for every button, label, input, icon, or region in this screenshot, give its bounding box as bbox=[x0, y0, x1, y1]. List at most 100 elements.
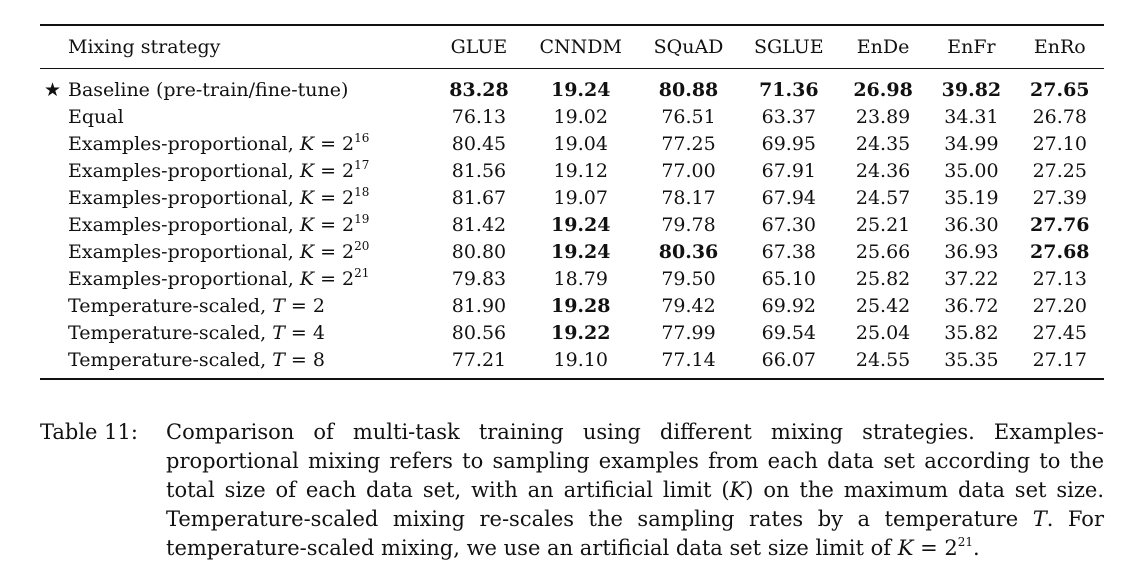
table-cell: 27.13 bbox=[1032, 268, 1087, 290]
table-cell: 36.93 bbox=[944, 241, 999, 263]
table-cell: 71.36 bbox=[759, 79, 819, 101]
table-cell: 23.89 bbox=[855, 106, 911, 128]
row-label: Examples-proportional, K = 218 bbox=[68, 184, 370, 209]
table-cell: 27.10 bbox=[1032, 133, 1087, 155]
table-cell: 80.56 bbox=[451, 322, 507, 344]
table-cell: 27.17 bbox=[1032, 349, 1087, 371]
table-row: Examples-proportional, K = 218 81.67 19.07… bbox=[40, 185, 1104, 212]
table-cell: 35.82 bbox=[944, 322, 999, 344]
table-caption: Table 11: Comparison of multi-task train… bbox=[40, 418, 1104, 563]
table-cell: 65.10 bbox=[761, 268, 817, 290]
row-label: Examples-proportional, K = 221 bbox=[68, 265, 370, 290]
table-cell: 79.83 bbox=[451, 268, 507, 290]
table-row: Temperature-scaled, T = 4 80.56 19.22 77.99… bbox=[40, 320, 1104, 347]
table-cell: 36.72 bbox=[944, 295, 999, 317]
table-cell: 19.07 bbox=[553, 187, 608, 209]
column-header-cnndm: CNNDM bbox=[539, 36, 622, 58]
table-row: Examples-proportional, K = 219 81.42 19.24… bbox=[40, 212, 1104, 239]
table-cell: 18.79 bbox=[553, 268, 608, 290]
table-cell: 80.45 bbox=[451, 133, 507, 155]
table-cell: 67.94 bbox=[761, 187, 817, 209]
table-cell: 19.02 bbox=[553, 106, 608, 128]
table-cell: 19.22 bbox=[550, 322, 611, 344]
table-cell: 77.21 bbox=[451, 349, 507, 371]
table-cell: 39.82 bbox=[941, 79, 1002, 101]
table-cell: 19.24 bbox=[550, 214, 611, 236]
table-cell: 26.78 bbox=[1032, 106, 1087, 128]
table-cell: 19.04 bbox=[553, 133, 608, 155]
table-cell: 77.25 bbox=[661, 133, 716, 155]
table-cell: 81.67 bbox=[451, 187, 507, 209]
table-row: Examples-proportional, K = 220 80.80 19.24… bbox=[40, 239, 1104, 266]
table-cell: 35.19 bbox=[944, 187, 999, 209]
table-cell: 67.38 bbox=[761, 241, 817, 263]
column-header-ende: EnDe bbox=[856, 36, 910, 58]
table-cell: 25.21 bbox=[855, 214, 911, 236]
table-cell: 79.50 bbox=[661, 268, 716, 290]
table-cell: 80.80 bbox=[451, 241, 507, 263]
table-header-row: Mixing strategy GLUE CNNDM SQuAD SGLUE E… bbox=[40, 25, 1104, 69]
table-cell: 80.88 bbox=[658, 79, 719, 101]
table-row: Examples-proportional, K = 217 81.56 19.12… bbox=[40, 158, 1104, 185]
table-cell: 79.78 bbox=[661, 214, 716, 236]
table-cell: 27.68 bbox=[1030, 241, 1090, 263]
row-label: Examples-proportional, K = 216 bbox=[68, 130, 370, 155]
table-cell: 19.10 bbox=[553, 349, 608, 371]
table-cell: 24.55 bbox=[855, 349, 911, 371]
table-cell: 79.42 bbox=[661, 295, 716, 317]
row-label: Temperature-scaled, T = 4 bbox=[68, 322, 325, 344]
table-cell: 27.76 bbox=[1030, 214, 1090, 236]
row-label: Temperature-scaled, T = 2 bbox=[68, 295, 325, 317]
row-label: Temperature-scaled, T = 8 bbox=[68, 349, 325, 371]
table-cell: 67.91 bbox=[761, 160, 817, 182]
table-row: Examples-proportional, K = 216 80.45 19.04… bbox=[40, 131, 1104, 158]
table-cell: 26.98 bbox=[853, 79, 913, 101]
table-cell: 19.12 bbox=[553, 160, 608, 182]
table-row: ★ Baseline (pre-train/fine-tune) 83.28 19.2… bbox=[40, 69, 1104, 105]
row-label: Examples-proportional, K = 220 bbox=[68, 238, 370, 263]
table-cell: 19.24 bbox=[550, 241, 611, 263]
table-cell: 35.00 bbox=[944, 160, 999, 182]
table-cell: 25.04 bbox=[855, 322, 911, 344]
row-label: Examples-proportional, K = 217 bbox=[68, 157, 370, 182]
table-cell: 34.31 bbox=[944, 106, 999, 128]
caption-label: Table 11: bbox=[40, 420, 138, 444]
row-label: Equal bbox=[68, 106, 124, 128]
table-row: Temperature-scaled, T = 8 77.21 19.10 77.14… bbox=[40, 347, 1104, 379]
caption-text: Comparison of multi-task training using … bbox=[166, 420, 1104, 560]
table-cell: 27.45 bbox=[1032, 322, 1087, 344]
table-cell: 77.99 bbox=[661, 322, 716, 344]
table-cell: 83.28 bbox=[449, 79, 509, 101]
table-cell: 25.42 bbox=[855, 295, 911, 317]
column-header-enro: EnRo bbox=[1033, 36, 1086, 58]
table-cell: 19.28 bbox=[550, 295, 611, 317]
results-table: Mixing strategy GLUE CNNDM SQuAD SGLUE E… bbox=[40, 24, 1104, 380]
table-cell: 81.42 bbox=[451, 214, 507, 236]
table-cell: 34.99 bbox=[944, 133, 999, 155]
table-cell: 63.37 bbox=[761, 106, 817, 128]
table-cell: 80.36 bbox=[658, 241, 719, 263]
results-table-container: Mixing strategy GLUE CNNDM SQuAD SGLUE E… bbox=[40, 24, 1104, 380]
table-cell: 66.07 bbox=[761, 349, 817, 371]
table-cell: 24.36 bbox=[855, 160, 911, 182]
table-cell: 24.57 bbox=[855, 187, 911, 209]
table-cell: 69.54 bbox=[761, 322, 817, 344]
table-cell: 37.22 bbox=[944, 268, 999, 290]
table-row: Temperature-scaled, T = 2 81.90 19.28 79.42… bbox=[40, 293, 1104, 320]
column-header-glue: GLUE bbox=[450, 36, 508, 58]
column-header-squad: SQuAD bbox=[653, 36, 724, 58]
table-cell: 27.25 bbox=[1032, 160, 1087, 182]
row-label: Examples-proportional, K = 219 bbox=[68, 211, 370, 236]
table-row: Examples-proportional, K = 221 79.83 18.79… bbox=[40, 266, 1104, 293]
row-label: ★ Baseline (pre-train/fine-tune) bbox=[40, 69, 435, 105]
table-cell: 81.56 bbox=[451, 160, 507, 182]
table-cell: 69.95 bbox=[761, 133, 817, 155]
table-cell: 76.51 bbox=[661, 106, 716, 128]
table-cell: 19.24 bbox=[550, 79, 611, 101]
table-body: ★ Baseline (pre-train/fine-tune) 83.28 19.2… bbox=[40, 68, 1104, 379]
column-header-sglue: SGLUE bbox=[753, 36, 824, 58]
table-cell: 36.30 bbox=[944, 214, 999, 236]
table-cell: 78.17 bbox=[661, 187, 716, 209]
table-cell: 25.82 bbox=[855, 268, 911, 290]
baseline-star-icon: ★ bbox=[44, 79, 62, 101]
